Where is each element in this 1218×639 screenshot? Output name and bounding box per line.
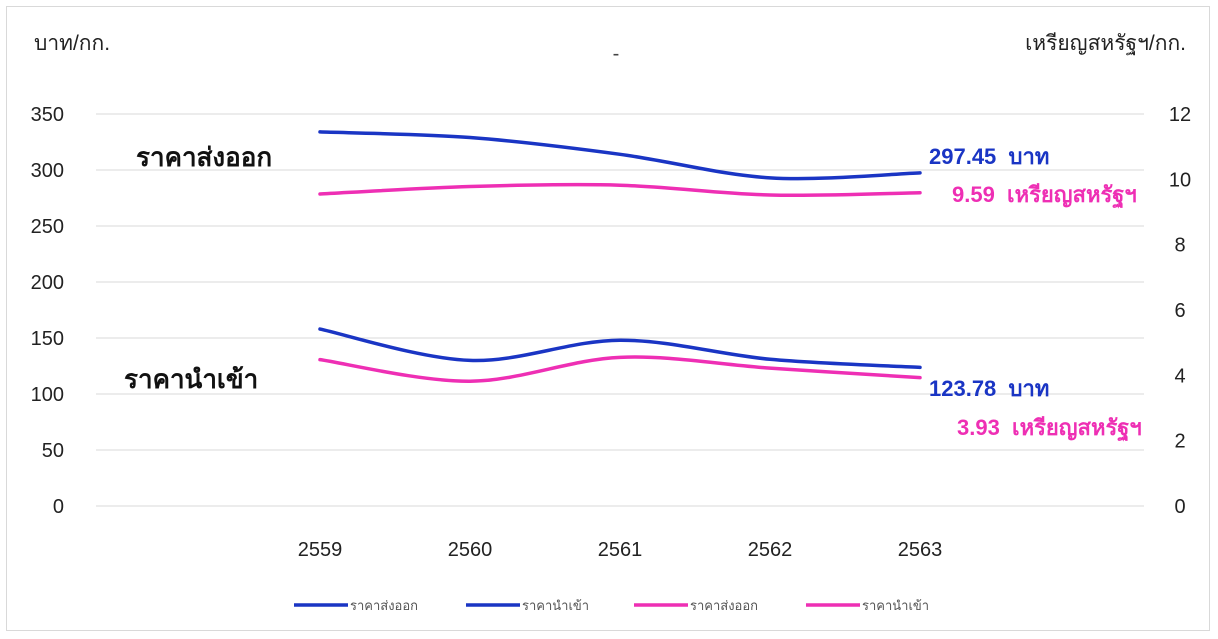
y-right-tick-label: 12 [1169, 104, 1191, 126]
legend-label: ราคานำเข้า [862, 598, 929, 613]
series-line-3 [318, 182, 922, 198]
x-tick-label: 2560 [448, 539, 493, 561]
x-tick-label: 2563 [898, 539, 943, 561]
y-left-tick-labels: 0 50 100 150 200 250 300 350 [31, 104, 64, 518]
series-line-4 [318, 355, 922, 383]
x-tick-label: 2562 [748, 539, 793, 561]
y-right-axis-label: เหรียญสหรัฐฯ/กก. [1025, 32, 1186, 55]
x-tick-labels: 2559 2560 2561 2562 2563 [298, 539, 943, 561]
legend-label: ราคานำเข้า [522, 598, 589, 613]
y-left-axis-label: บาท/กก. [34, 32, 110, 55]
y-right-tick-label: 0 [1174, 496, 1185, 518]
gridlines [96, 113, 1144, 507]
import-group-label: ราคานำเข้า [124, 364, 258, 394]
export-usd-label: 9.59 เหรียญสหรัฐฯ [952, 182, 1137, 209]
series-line-1 [318, 130, 922, 181]
x-tick-label: 2561 [598, 539, 643, 561]
x-tick-label: 2559 [298, 539, 343, 561]
y-right-tick-label: 6 [1174, 300, 1185, 322]
y-left-tick-label: 150 [31, 328, 64, 350]
series-line-2 [318, 327, 922, 370]
y-right-tick-label: 2 [1174, 431, 1185, 453]
y-right-tick-label: 8 [1174, 235, 1185, 257]
chart-frame [6, 6, 1210, 631]
legend-label: ราคาส่งออก [350, 598, 418, 613]
y-right-tick-label: 4 [1174, 365, 1185, 387]
export-group-label: ราคาส่งออก [136, 142, 272, 172]
series-lines [318, 130, 922, 383]
y-left-tick-label: 50 [42, 440, 64, 462]
y-right-tick-label: 10 [1169, 169, 1191, 191]
y-left-tick-label: 200 [31, 272, 64, 294]
chart-title: - [613, 43, 620, 65]
y-left-tick-label: 250 [31, 216, 64, 238]
y-right-tick-labels: 0 2 4 6 8 10 12 [1169, 104, 1191, 518]
import-usd-label: 3.93 เหรียญสหรัฐฯ [957, 415, 1142, 442]
legend: ราคาส่งออก ราคานำเข้า ราคาส่งออก ราคานำเข้า [294, 598, 929, 613]
y-left-tick-label: 300 [31, 160, 64, 182]
y-left-tick-label: 350 [31, 104, 64, 126]
import-baht-label: 123.78 บาท [929, 376, 1049, 401]
export-baht-label: 297.45 บาท [929, 144, 1049, 169]
y-left-tick-label: 0 [53, 496, 64, 518]
y-left-tick-label: 100 [31, 384, 64, 406]
legend-label: ราคาส่งออก [690, 598, 758, 613]
